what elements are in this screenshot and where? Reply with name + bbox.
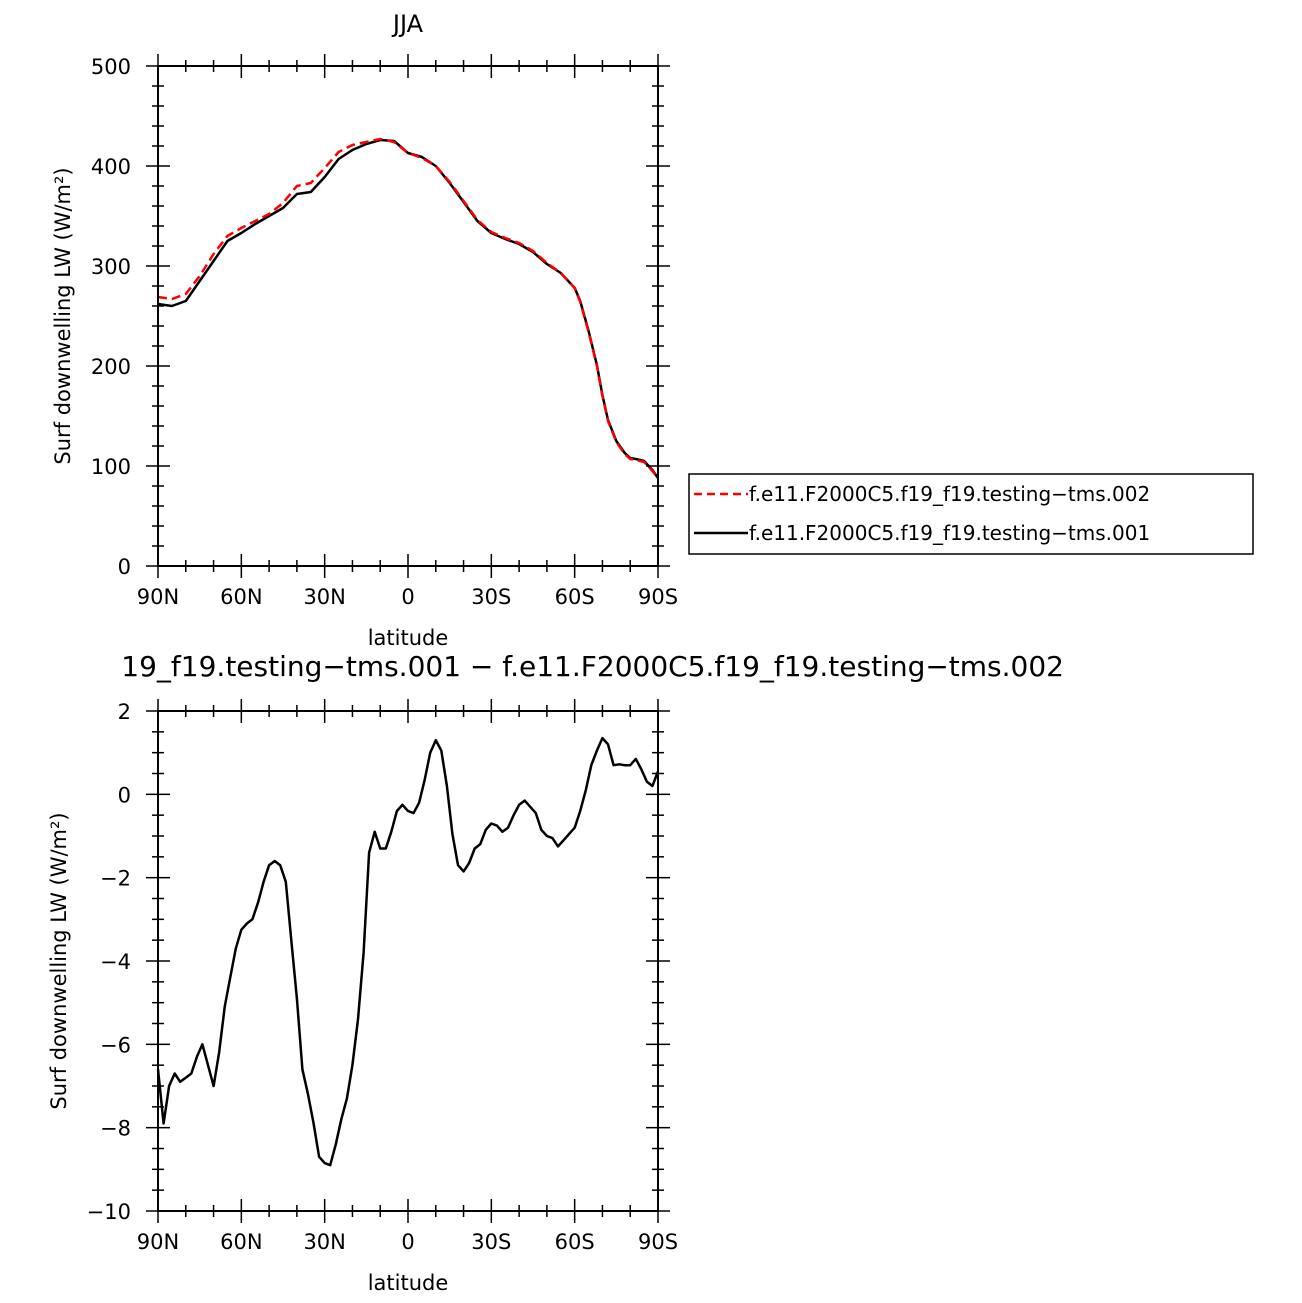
x-tick-label: 60N: [220, 1230, 262, 1254]
y-tick-label: 0: [118, 555, 131, 579]
legend-label-tms-001: f.e11.F2000C5.f19_f19.testing−tms.001: [749, 521, 1150, 545]
chart-title: JJA: [391, 10, 424, 38]
x-tick-label: 60N: [220, 585, 262, 609]
x-tick-label: 30S: [471, 1230, 511, 1254]
difference-series-line: [156, 736, 660, 1167]
y-tick-label: 100: [91, 455, 131, 479]
y-tick-label: −10: [87, 1200, 131, 1224]
x-axis-label: latitude: [368, 626, 449, 650]
legend: f.e11.F2000C5.f19_f19.testing−tms.002 f.…: [688, 473, 1254, 555]
y-tick-label: 300: [91, 255, 131, 279]
legend-label-tms-002: f.e11.F2000C5.f19_f19.testing−tms.002: [749, 482, 1150, 506]
x-tick-label: 90S: [638, 585, 678, 609]
x-tick-label: 0: [401, 585, 414, 609]
y-tick-label: −6: [100, 1033, 131, 1057]
legend-box: [688, 473, 1254, 555]
difference-chart-title: 19_f19.testing−tms.001 − f.e11.F2000C5.f…: [121, 650, 1064, 683]
plot-frame: [157, 710, 659, 1212]
y-tick-label: 2: [118, 700, 131, 724]
y-axis-label: Surf downwelling LW (W/m²): [47, 812, 71, 1109]
x-tick-label: 90S: [638, 1230, 678, 1254]
series-line-tms-002: [157, 137, 659, 479]
x-axis-label: latitude: [368, 1271, 449, 1295]
y-tick-label: −2: [100, 867, 131, 891]
x-tick-label: 30S: [471, 585, 511, 609]
x-tick-label: 30N: [303, 1230, 345, 1254]
y-axis-label: Surf downwelling LW (W/m²): [51, 167, 75, 464]
y-tick-label: 200: [91, 355, 131, 379]
x-tick-label: 60S: [555, 585, 595, 609]
x-tick-label: 90N: [137, 585, 179, 609]
plot-frame: [157, 65, 659, 567]
y-tick-label: 0: [118, 783, 131, 807]
top-line-chart: JJA 90N 60N 30N 0 30S 60S 90S0100200300400500 …: [51, 10, 678, 650]
x-tick-label: 0: [401, 1230, 414, 1254]
bottom-difference-chart: 19_f19.testing−tms.001 − f.e11.F2000C5.f…: [47, 650, 1064, 1295]
x-tick-label: 30N: [303, 585, 345, 609]
x-tick-label: 90N: [137, 1230, 179, 1254]
y-tick-label: −8: [100, 1117, 131, 1141]
x-tick-label: 60S: [555, 1230, 595, 1254]
y-tick-label: 500: [91, 55, 131, 79]
y-tick-label: −4: [100, 950, 131, 974]
y-tick-label: 400: [91, 155, 131, 179]
